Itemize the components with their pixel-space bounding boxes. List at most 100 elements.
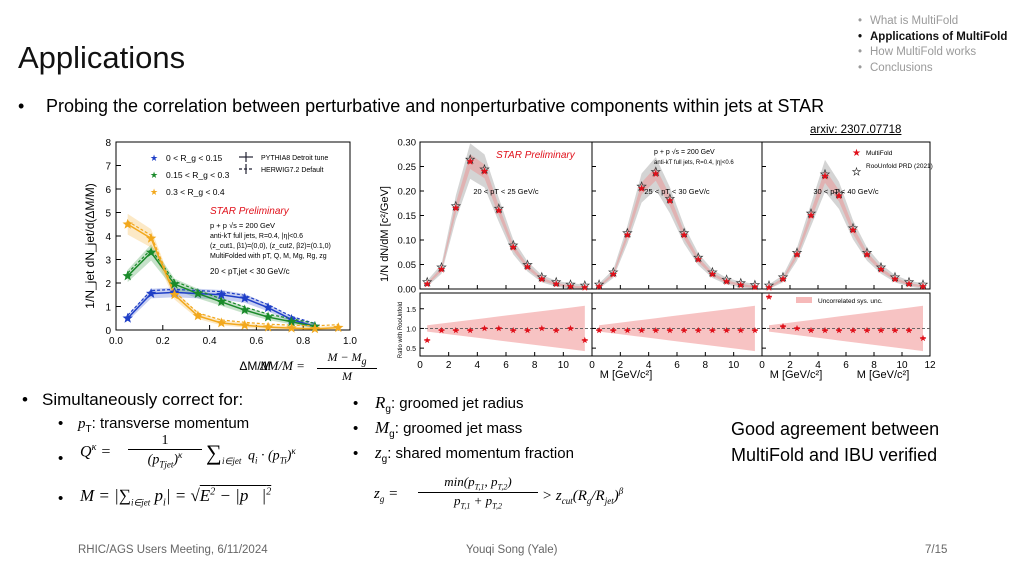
- multifold-point: [835, 191, 843, 200]
- x-tick-label: 2: [446, 360, 452, 371]
- ratio-point: [581, 336, 589, 344]
- mass-xlabel-3: M [GeV/c²]: [857, 369, 910, 381]
- ratio-point: [877, 326, 885, 334]
- delta-m-chart: 0 1 2 3 4 5 6 7 8 0.0 0.2 0.4 0.6 0.8 1.0 1/N_jet dN_j…: [83, 138, 357, 373]
- footer-left: RHIC/AGS Users Meeting, 6/11/2024: [78, 544, 268, 556]
- y-tick-label: 0.05: [398, 260, 417, 271]
- ratio-point: [638, 326, 645, 334]
- annotation: MultiFolded with pT, Q, M, Mg, Rg, zg: [210, 253, 327, 260]
- ratio-point: [779, 323, 787, 330]
- multifold-point: [736, 281, 745, 289]
- y-tick-label: 0.10: [398, 236, 417, 247]
- x-tick-label: 10: [896, 360, 908, 371]
- multifold-point: [423, 280, 431, 288]
- data-point: [145, 232, 157, 243]
- multifold-point: [849, 226, 857, 234]
- y-tick-label: 0.00: [398, 285, 417, 296]
- multifold-point: [509, 243, 517, 251]
- nav-item[interactable]: • What is MultiFold: [858, 15, 959, 27]
- delta-m-xlabel: ΔM/M: [239, 359, 270, 373]
- mass-xlabel-1: M [GeV/c²]: [600, 369, 653, 381]
- mass-ylabel: 1/N dN/dM [c²/GeV]: [379, 186, 391, 282]
- x-tick-label: 6: [503, 360, 509, 371]
- multifold-point: [821, 172, 829, 180]
- x-tick-label: 4: [815, 360, 821, 371]
- series-line: [127, 223, 339, 330]
- data-point: [262, 321, 274, 332]
- data-point: [192, 310, 204, 321]
- ratio-sys-band: [769, 305, 923, 352]
- ratio-point: [694, 326, 702, 334]
- mass-legend: ★ MultiFold ★ RooUnfold PRD (2021) Uncor…: [796, 148, 933, 305]
- ratio-point: [891, 326, 899, 334]
- pt-bin-label: 25 < pT < 30 GeV/c: [644, 187, 710, 196]
- legend-entry: MultiFold: [866, 150, 893, 157]
- multifold-point: [694, 255, 703, 263]
- data-point: [239, 292, 250, 303]
- y-tick-label: 0: [105, 326, 111, 337]
- multifold-point: [538, 275, 546, 283]
- x-tick-label: 8: [532, 360, 538, 371]
- q-kappa-formula: • Qκ = 1 (pTjet)κ ∑ i∈jet qi · (pTi)κ: [58, 433, 296, 470]
- multifold-point: [552, 280, 560, 288]
- sys-band: [427, 143, 585, 289]
- x-tick-label: 0: [417, 360, 423, 371]
- zg-bullet: • zg: shared momentum fraction: [353, 443, 574, 465]
- legend-entry: 0.15 < R_g < 0.3: [166, 170, 230, 180]
- ratio-point: [652, 326, 660, 334]
- data-point: [145, 247, 157, 257]
- data-point: [286, 322, 297, 333]
- multifold-point: [779, 275, 787, 283]
- y-tick-label: 6: [105, 185, 111, 196]
- nav-item-current[interactable]: • Applications of MultiFold: [858, 30, 1008, 43]
- ratio-point: [765, 293, 773, 300]
- multifold-point: [666, 196, 674, 204]
- x-tick-label: 12: [924, 360, 936, 371]
- data-point: [169, 289, 180, 300]
- slide-title: Applications: [18, 40, 186, 75]
- ratio-point: [807, 326, 815, 334]
- x-tick-label: 1.0: [343, 336, 357, 347]
- ratio-point: [552, 326, 560, 334]
- legend-sys-band: [796, 297, 812, 303]
- data-point: [239, 319, 250, 330]
- data-point: [145, 288, 157, 298]
- x-tick-label: 2: [787, 360, 793, 371]
- y-tick-label: 5: [105, 209, 111, 220]
- star-preliminary-label: STAR Preliminary: [496, 150, 576, 161]
- series-line-dashed: [127, 220, 339, 327]
- multifold-point: [480, 167, 489, 175]
- multifold-point: [877, 265, 885, 273]
- ratio-point: [609, 326, 617, 334]
- ratio-point: [793, 324, 801, 332]
- ratio-point: [737, 326, 745, 334]
- nav-item[interactable]: • How MultiFold works: [858, 46, 977, 58]
- ratio-point: [495, 324, 503, 332]
- y-tick-label: 4: [105, 232, 111, 243]
- multifold-point: [595, 282, 603, 290]
- legend-star-orange: ★: [150, 187, 158, 197]
- data-point: [192, 288, 204, 298]
- x-tick-label: 0.4: [203, 336, 217, 347]
- data-point: [333, 322, 344, 333]
- mass-xlabel-2: M [GeV/c²]: [770, 369, 823, 381]
- multifold-point: [905, 280, 913, 288]
- delta-m-chart-ticks: 0 1 2 3 4 5 6 7 8 0.0 0.2 0.4 0.6 0.8 1.0: [105, 138, 357, 347]
- legend-star-red: ★: [852, 148, 861, 159]
- delta-m-formula: ΔM/M =: [260, 358, 305, 373]
- main-bullet: • Probing the correlation between perturb…: [18, 96, 825, 116]
- arxiv-link[interactable]: arxiv: 2307.07718: [810, 124, 902, 136]
- delta-m-ylabel: 1/N_jet dN_jet/d(ΔM/M): [83, 183, 97, 308]
- ratio-point: [821, 326, 829, 334]
- nav-item[interactable]: • Conclusions: [858, 61, 933, 74]
- ratio-point: [666, 326, 674, 334]
- x-tick-label: 0.6: [249, 336, 263, 347]
- mass-panel-2: 0 2 4 6 8 10 25 < pT < 30 GeV/c: [589, 141, 763, 371]
- x-tick-label: 8: [703, 360, 709, 371]
- legend-entry: 0 < R_g < 0.15: [166, 153, 223, 163]
- x-tick-label: 0: [589, 360, 595, 371]
- multifold-point: [919, 282, 927, 290]
- ratio-tick-label: 1.0: [406, 326, 416, 333]
- agreement-note: Good agreement between MultiFold and IBU…: [731, 419, 940, 465]
- data-point: [239, 304, 250, 315]
